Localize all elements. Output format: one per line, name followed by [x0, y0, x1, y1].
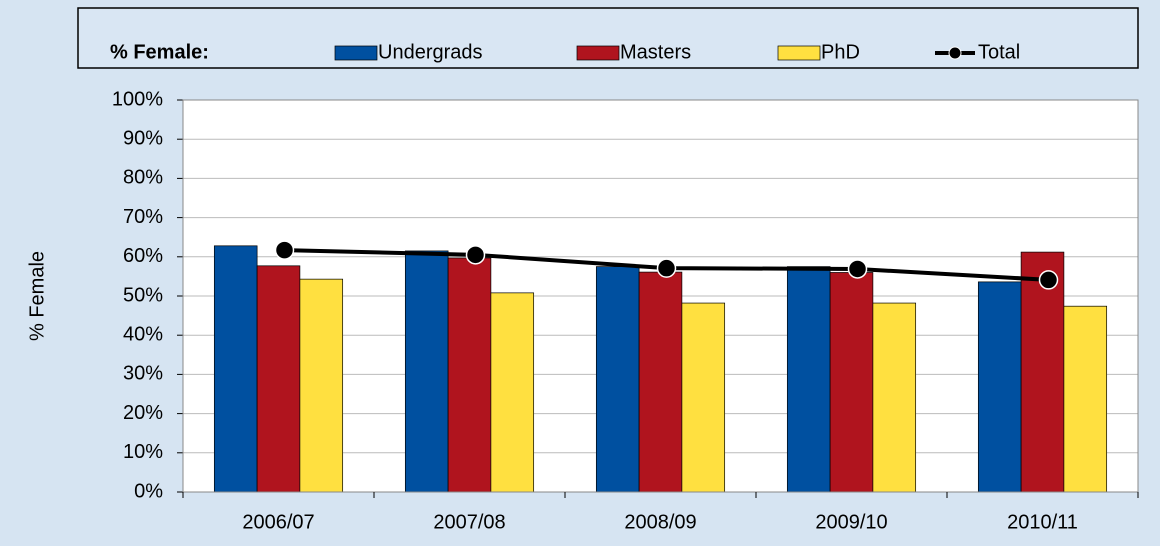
y-tick-label: 50% [123, 284, 163, 306]
y-tick-label: 20% [123, 402, 163, 424]
x-tick-label: 2007/08 [433, 511, 505, 533]
bar [404, 250, 449, 493]
y-tick-label: 90% [123, 127, 163, 149]
line-marker [847, 259, 868, 279]
bar [213, 245, 258, 493]
bar [490, 292, 535, 493]
y-tick-label: 80% [123, 167, 163, 189]
legend-label: Masters [620, 41, 691, 63]
y-tick-label: 0% [134, 480, 163, 502]
bar [1020, 251, 1065, 493]
legend-swatch [576, 45, 620, 61]
bar [681, 302, 726, 493]
bar [595, 266, 640, 493]
bar [977, 281, 1022, 493]
y-tick-label: 60% [123, 245, 163, 267]
legend-swatch [777, 45, 821, 61]
y-axis-label: % Female [26, 251, 48, 341]
bar [447, 257, 492, 493]
bar [829, 272, 874, 493]
legend-title: % Female: [110, 41, 209, 63]
x-tick-label: 2009/10 [815, 511, 887, 533]
x-tick-label: 2008/09 [624, 511, 696, 533]
legend-swatch [948, 46, 962, 60]
bar [299, 278, 344, 493]
x-tick-label: 2006/07 [242, 511, 314, 533]
y-tick-label: 70% [123, 206, 163, 228]
bar [872, 302, 917, 493]
y-tick-label: 40% [123, 323, 163, 345]
legend-swatch [334, 45, 378, 61]
line-marker [1038, 270, 1059, 290]
legend-label: PhD [821, 41, 860, 63]
x-tick-label: 2010/11 [1007, 511, 1078, 533]
line-marker [465, 245, 486, 265]
y-tick-label: 30% [123, 363, 163, 385]
y-tick-label: 100% [112, 88, 163, 110]
line-marker [274, 240, 295, 260]
legend-label: Total [978, 41, 1020, 63]
bar [638, 271, 683, 493]
bar [786, 266, 831, 493]
legend-label: Undergrads [378, 41, 483, 63]
bar [256, 265, 301, 493]
plot-border [182, 99, 1139, 493]
y-tick-label: 10% [123, 441, 163, 463]
bar [1063, 305, 1108, 493]
line-marker [656, 258, 677, 278]
